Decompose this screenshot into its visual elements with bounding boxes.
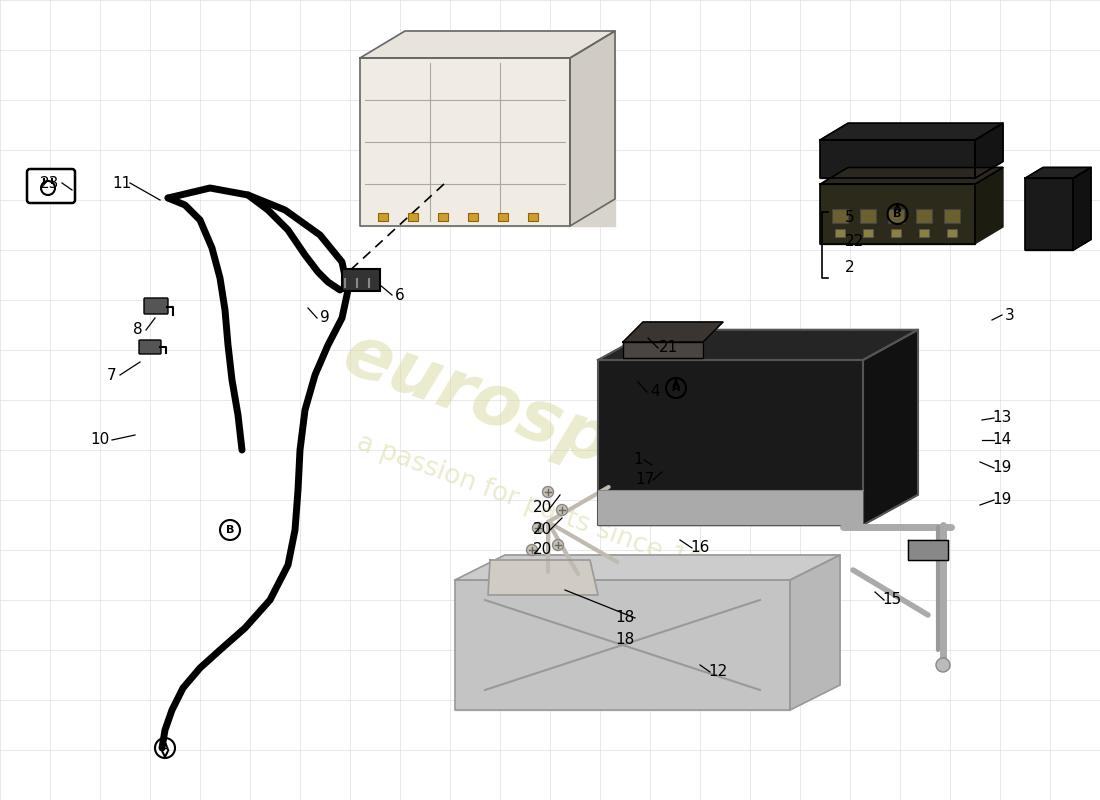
Circle shape xyxy=(552,539,563,550)
Bar xyxy=(683,347,698,357)
Bar xyxy=(860,209,876,222)
Polygon shape xyxy=(1025,167,1091,178)
Polygon shape xyxy=(360,58,570,226)
Polygon shape xyxy=(975,123,1003,178)
Bar xyxy=(835,229,845,237)
Bar xyxy=(378,213,388,221)
Polygon shape xyxy=(598,360,864,525)
Polygon shape xyxy=(790,555,840,710)
Text: 16: 16 xyxy=(691,541,710,555)
Polygon shape xyxy=(1072,167,1091,250)
Bar xyxy=(528,213,538,221)
Bar xyxy=(918,229,930,237)
Text: 7: 7 xyxy=(107,367,117,382)
Text: 17: 17 xyxy=(636,473,654,487)
Bar xyxy=(916,209,932,222)
Text: 6: 6 xyxy=(395,287,405,302)
Text: B: B xyxy=(226,525,234,535)
Bar xyxy=(947,229,957,237)
Bar xyxy=(598,490,864,525)
Text: A: A xyxy=(672,383,680,393)
Text: 19: 19 xyxy=(992,461,1012,475)
FancyBboxPatch shape xyxy=(28,169,75,203)
Bar xyxy=(468,213,478,221)
FancyBboxPatch shape xyxy=(139,340,161,354)
Circle shape xyxy=(557,505,568,515)
Text: 14: 14 xyxy=(992,433,1012,447)
Text: 8: 8 xyxy=(133,322,143,338)
Bar xyxy=(888,209,904,222)
Text: a passion for parts since 1985: a passion for parts since 1985 xyxy=(353,430,737,590)
Bar xyxy=(864,229,873,237)
Bar xyxy=(686,332,696,346)
Text: 5: 5 xyxy=(845,210,855,226)
Bar xyxy=(891,229,901,237)
Text: A: A xyxy=(161,743,169,753)
Text: 19: 19 xyxy=(992,493,1012,507)
Text: 23: 23 xyxy=(41,175,59,190)
Text: 4: 4 xyxy=(650,385,660,399)
Polygon shape xyxy=(455,580,790,710)
Text: 20: 20 xyxy=(532,501,551,515)
Text: 1: 1 xyxy=(634,453,642,467)
Bar xyxy=(438,213,448,221)
Text: 2: 2 xyxy=(845,261,855,275)
Bar xyxy=(653,347,669,357)
Text: 18: 18 xyxy=(615,610,635,626)
Polygon shape xyxy=(820,184,975,244)
Text: 15: 15 xyxy=(882,593,902,607)
Text: 20: 20 xyxy=(532,522,551,538)
Text: eurospares: eurospares xyxy=(333,319,786,541)
Text: B: B xyxy=(893,209,902,219)
Polygon shape xyxy=(864,330,918,525)
FancyBboxPatch shape xyxy=(144,298,168,314)
Text: 18: 18 xyxy=(615,633,635,647)
Text: 20: 20 xyxy=(532,542,551,558)
Bar xyxy=(498,213,508,221)
Bar xyxy=(832,209,848,222)
Bar xyxy=(944,209,960,222)
Bar xyxy=(408,213,418,221)
Polygon shape xyxy=(405,58,615,226)
Text: 9: 9 xyxy=(320,310,330,326)
Text: 22: 22 xyxy=(845,234,865,250)
Polygon shape xyxy=(570,31,615,226)
Text: 11: 11 xyxy=(112,175,132,190)
Polygon shape xyxy=(488,560,598,595)
Polygon shape xyxy=(623,342,703,358)
Circle shape xyxy=(527,545,538,555)
Polygon shape xyxy=(975,167,1003,244)
Text: 13: 13 xyxy=(992,410,1012,426)
Polygon shape xyxy=(820,140,975,178)
Polygon shape xyxy=(820,167,1003,184)
Polygon shape xyxy=(1025,178,1072,250)
Polygon shape xyxy=(360,31,615,58)
Polygon shape xyxy=(623,322,723,342)
Polygon shape xyxy=(455,555,840,580)
Polygon shape xyxy=(820,123,1003,140)
FancyBboxPatch shape xyxy=(342,269,380,291)
Polygon shape xyxy=(598,330,918,360)
Text: 10: 10 xyxy=(90,433,110,447)
Text: 12: 12 xyxy=(708,665,727,679)
Bar xyxy=(656,332,666,346)
Text: 21: 21 xyxy=(659,341,678,355)
Circle shape xyxy=(532,522,543,534)
Circle shape xyxy=(936,658,950,672)
Text: 3: 3 xyxy=(1005,307,1015,322)
Circle shape xyxy=(542,486,553,498)
Polygon shape xyxy=(908,540,948,560)
